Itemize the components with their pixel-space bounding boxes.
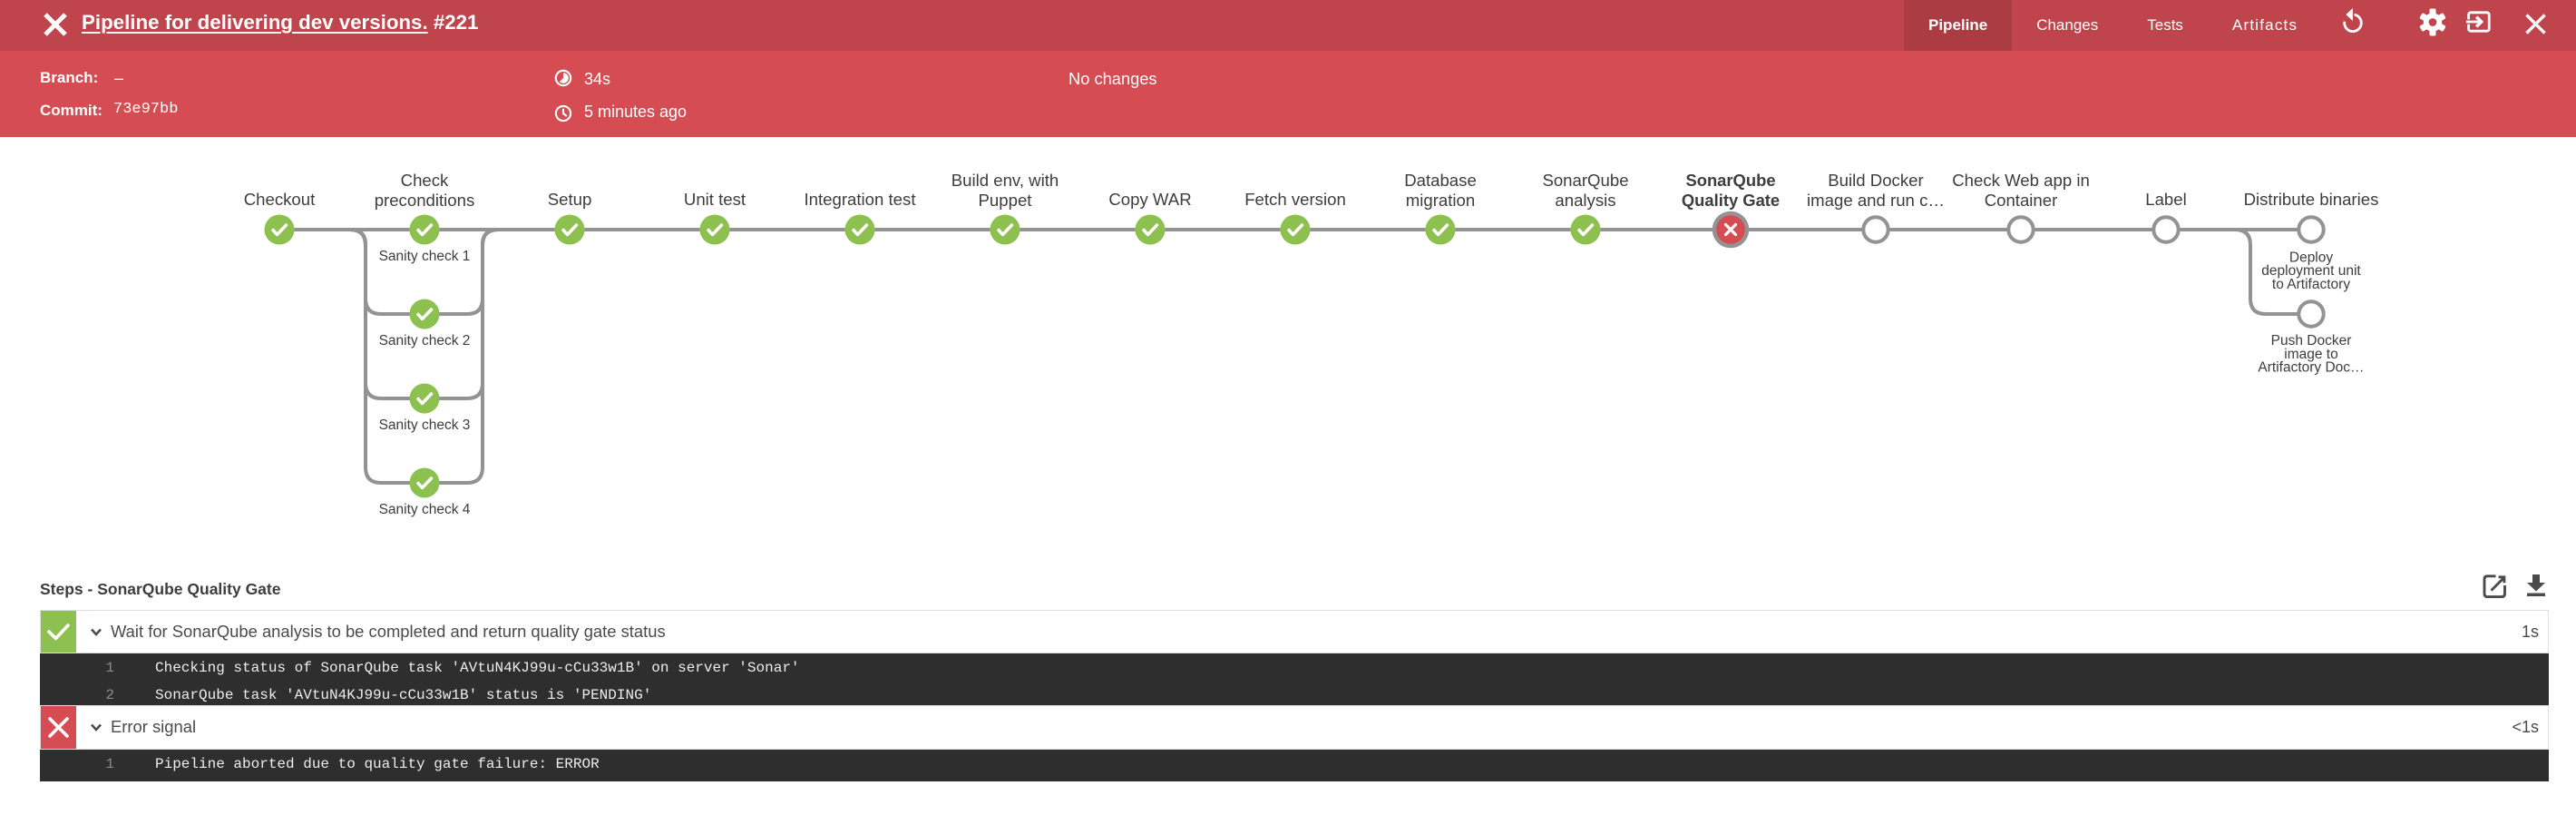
svg-text:Integration test: Integration test [804, 190, 916, 209]
svg-text:deployment unit: deployment unit [2261, 263, 2361, 279]
svg-text:SonarQube: SonarQube [1542, 171, 1628, 190]
svg-text:Label: Label [2145, 190, 2187, 209]
svg-text:Build env, with: Build env, with [951, 171, 1059, 190]
svg-text:Push Docker: Push Docker [2271, 333, 2352, 349]
svg-text:Database: Database [1404, 171, 1477, 190]
svg-text:Artifactory Doc…: Artifactory Doc… [2258, 360, 2364, 376]
svg-text:Checkout: Checkout [244, 190, 316, 209]
svg-text:Check Web app in: Check Web app in [1952, 171, 2090, 190]
svg-text:Build Docker: Build Docker [1828, 171, 1923, 190]
svg-text:analysis: analysis [1555, 191, 1615, 210]
svg-text:image to: image to [2284, 347, 2337, 362]
svg-text:image and run c…: image and run c… [1807, 191, 1945, 210]
svg-text:preconditions: preconditions [375, 191, 475, 210]
svg-text:migration: migration [1406, 191, 1475, 210]
svg-text:Setup: Setup [548, 190, 592, 209]
svg-text:Deploy: Deploy [2289, 250, 2333, 265]
svg-text:Sanity check 1: Sanity check 1 [379, 249, 471, 264]
svg-text:Sanity check 4: Sanity check 4 [379, 502, 471, 517]
svg-text:Container: Container [1985, 191, 2058, 210]
svg-text:Unit test: Unit test [684, 190, 746, 209]
svg-text:Sanity check 3: Sanity check 3 [379, 417, 471, 433]
svg-text:Distribute binaries: Distribute binaries [2244, 190, 2379, 209]
svg-text:SonarQube: SonarQube [1685, 171, 1775, 190]
svg-text:Sanity check 2: Sanity check 2 [379, 333, 471, 349]
svg-text:to Artifactory: to Artifactory [2272, 277, 2350, 292]
svg-text:Quality Gate: Quality Gate [1682, 191, 1780, 210]
svg-text:Copy WAR: Copy WAR [1108, 190, 1191, 209]
svg-text:Check: Check [401, 171, 449, 190]
svg-text:Puppet: Puppet [979, 191, 1033, 210]
svg-text:Fetch version: Fetch version [1244, 190, 1346, 209]
